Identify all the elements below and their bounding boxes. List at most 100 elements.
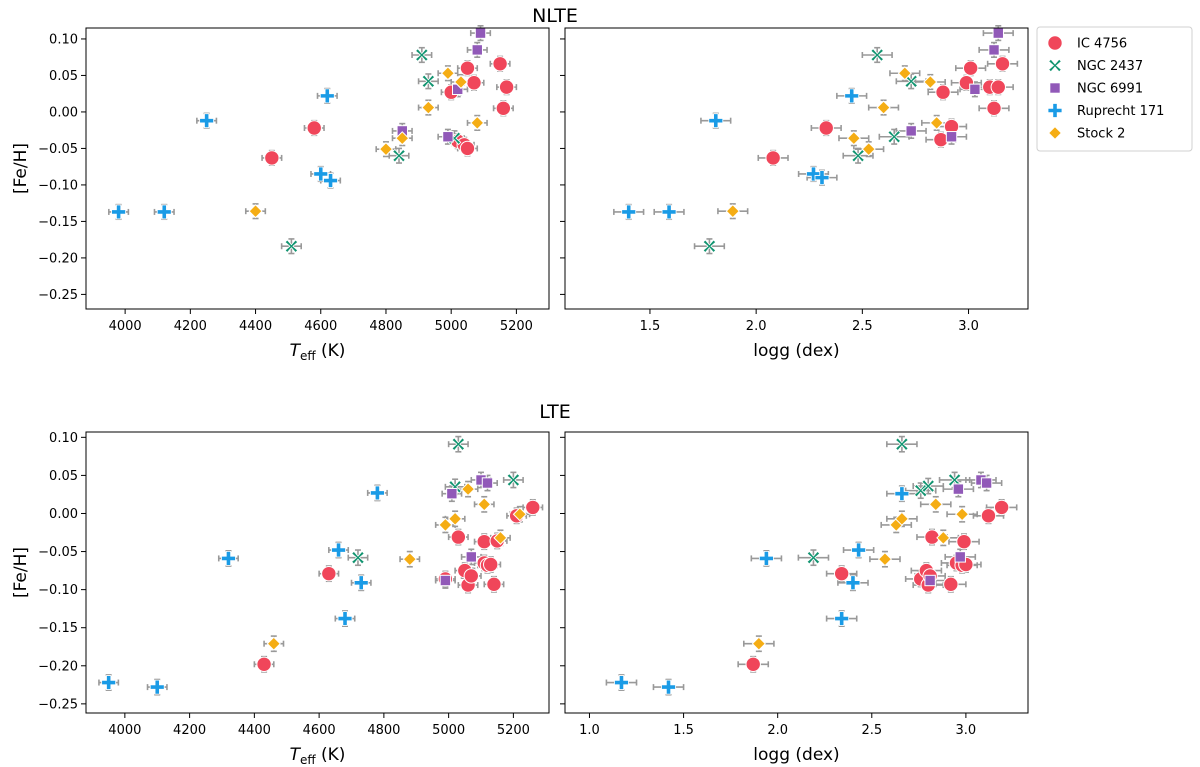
- point-stock-2: [929, 115, 944, 130]
- y-tick-label: 0.10: [49, 32, 78, 47]
- point-ruprecht-171: [661, 679, 676, 695]
- point-ic-4756: [450, 529, 467, 545]
- axes-frame: [85, 431, 550, 714]
- point-ruprecht-171: [834, 611, 850, 626]
- y-axis-label: [Fe/H]: [11, 547, 31, 598]
- point-ngc-6991: [442, 131, 454, 143]
- y-tick-label: −0.10: [38, 178, 78, 193]
- x-tick-label: 1.5: [640, 319, 661, 334]
- point-ruprecht-171: [111, 204, 127, 220]
- x-tick-label: 3.0: [956, 723, 977, 738]
- point-ic-4756: [986, 100, 1002, 116]
- legend-item-stock-2: Stock 2: [1047, 125, 1125, 142]
- legend-marker: [1049, 82, 1061, 94]
- point-ruprecht-171: [806, 166, 821, 182]
- legend-item-ic-4756: IC 4756: [1047, 35, 1127, 52]
- point-ngc-2437: [870, 48, 885, 62]
- y-tick-label: 0.10: [49, 431, 78, 446]
- y-axis-label: [Fe/H]: [11, 143, 31, 194]
- point-ruprecht-171: [319, 88, 335, 104]
- point-ruprecht-171: [353, 575, 369, 591]
- point-stock-2: [447, 511, 463, 526]
- point-ruprecht-171: [323, 173, 338, 188]
- x-tick-label: 2.5: [861, 723, 882, 738]
- point-ic-4756: [492, 56, 508, 72]
- point-ngc-2437: [284, 239, 299, 254]
- point-ngc-2437: [851, 148, 865, 163]
- point-stock-2: [955, 507, 970, 522]
- point-stock-2: [876, 100, 891, 115]
- point-ngc-6991: [988, 44, 1000, 56]
- markers: [614, 437, 1010, 695]
- point-ic-4756: [994, 56, 1011, 72]
- x-axis-label: logg (dex): [753, 745, 839, 765]
- point-ngc-6991: [474, 27, 487, 39]
- point-ruprecht-171: [337, 611, 353, 626]
- point-ngc-2437: [506, 473, 521, 487]
- point-ruprecht-171: [149, 679, 165, 695]
- data-points: [605, 435, 1018, 696]
- legend-marker: [1047, 103, 1063, 118]
- point-ngc-6991: [969, 83, 981, 96]
- point-ic-4756: [256, 656, 272, 672]
- data-points: [98, 435, 544, 696]
- x-tick-label: 4000: [108, 723, 141, 738]
- point-ngc-6991: [481, 477, 494, 489]
- point-ngc-2437: [806, 550, 821, 565]
- section-title-lte: LTE: [539, 401, 571, 423]
- y-tick-label: −0.15: [38, 621, 78, 636]
- markers: [111, 27, 515, 254]
- legend-item-ngc-6991: NGC 6991: [1049, 82, 1143, 97]
- point-ngc-2437: [392, 148, 406, 163]
- point-ruprecht-171: [661, 204, 677, 220]
- x-tick-label: 4600: [303, 723, 336, 738]
- x-tick-label: 4400: [238, 723, 271, 738]
- point-ngc-2437: [895, 437, 909, 452]
- x-tick-label: 1.0: [579, 723, 600, 738]
- point-ruprecht-171: [156, 204, 172, 220]
- point-ngc-2437: [904, 74, 919, 89]
- point-stock-2: [512, 507, 527, 522]
- y-tick-label: 0.05: [49, 469, 78, 484]
- point-ic-4756: [498, 79, 515, 95]
- point-ic-4756: [956, 533, 972, 550]
- point-ngc-6991: [954, 551, 966, 563]
- point-ngc-6991: [924, 574, 936, 587]
- point-ngc-2437: [913, 483, 928, 498]
- axes-frame: [564, 431, 1029, 714]
- y-tick-label: −0.15: [38, 215, 78, 230]
- data-points: [613, 25, 1019, 255]
- x-tick-label: 5000: [435, 319, 468, 334]
- point-stock-2: [897, 66, 912, 81]
- y-tick-label: −0.05: [38, 142, 78, 157]
- point-stock-2: [894, 511, 910, 526]
- point-ruprecht-171: [614, 675, 629, 690]
- point-ngc-2437: [887, 129, 902, 144]
- legend-marker: [1047, 125, 1063, 141]
- panel-NLTE-logg: 1.5 2.0 2.5 3.0 logg (dex): [560, 25, 1029, 361]
- legend-marker: [1047, 35, 1063, 51]
- point-ic-4756: [459, 140, 476, 157]
- data-points: [108, 25, 518, 255]
- section-title-nlte: NLTE: [532, 5, 578, 27]
- legend-label: Stock 2: [1077, 127, 1125, 142]
- panels: 4000 4200 4400 4600 4800 5000 5200 −0.25 −0.20 −0…: [11, 25, 1029, 767]
- point-ngc-2437: [421, 74, 436, 89]
- legend-label: NGC 2437: [1077, 59, 1143, 74]
- point-ic-4756: [306, 120, 322, 136]
- point-stock-2: [861, 142, 876, 157]
- axes-frame: [85, 27, 550, 310]
- point-ic-4756: [321, 565, 337, 582]
- point-stock-2: [923, 74, 938, 90]
- point-ruprecht-171: [313, 166, 329, 182]
- x-tick-label: 1.5: [673, 723, 694, 738]
- point-stock-2: [402, 552, 417, 567]
- panel-LTE-logg: 1.0 1.5 2.0 2.5 3.0 logg (dex): [560, 431, 1029, 765]
- x-tick-label: 2.0: [746, 319, 767, 334]
- x-tick-label: 4200: [174, 319, 207, 334]
- point-stock-2: [460, 482, 476, 497]
- y-tick-label: −0.20: [38, 659, 78, 674]
- point-ic-4756: [525, 499, 541, 516]
- point-stock-2: [877, 552, 893, 567]
